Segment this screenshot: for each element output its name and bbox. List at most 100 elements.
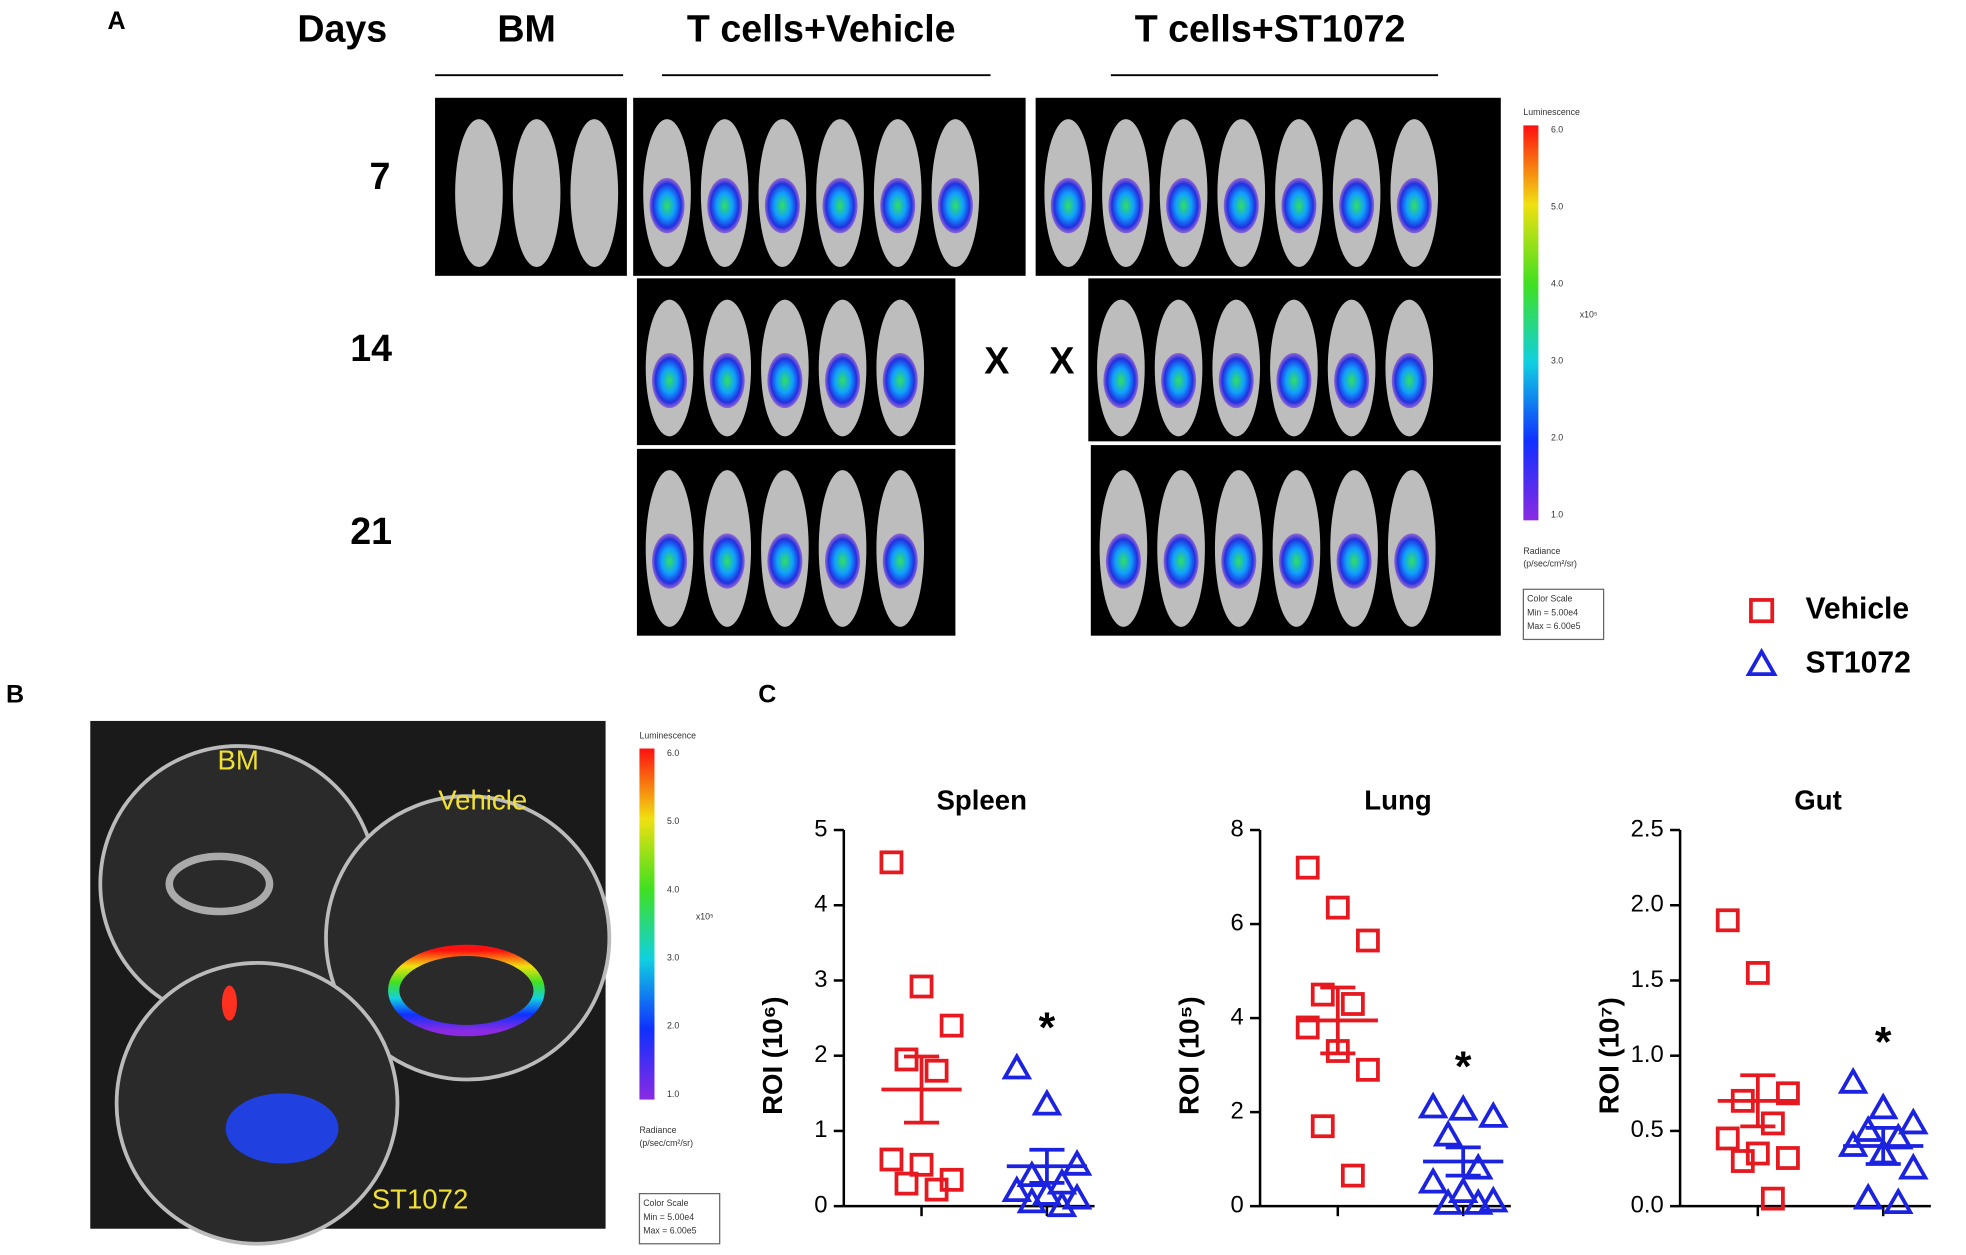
group-label: T cells+Vehicle (687, 7, 956, 49)
marker-triangle (1447, 1093, 1479, 1121)
signal (707, 178, 743, 234)
colorbar-box-line: Max = 6.00e5 (1527, 621, 1580, 631)
marker-triangle (1867, 1092, 1899, 1120)
marker-square (1295, 1015, 1320, 1040)
marker-square (1355, 1057, 1380, 1082)
group-label: BM (497, 7, 556, 49)
marker-triangle (1001, 1052, 1033, 1080)
marker-triangle (1462, 1152, 1494, 1180)
y-tick-label: 0.5 (1631, 1116, 1664, 1143)
y-tick-label: 0 (1231, 1191, 1244, 1218)
signal (880, 178, 916, 234)
signal (1166, 178, 1202, 234)
signal (1334, 352, 1370, 409)
signal (1163, 533, 1199, 589)
colorbar-box (638, 1192, 721, 1245)
marker-square (1760, 1111, 1785, 1136)
legend-label: ST1072 (1805, 646, 1910, 679)
marker-square (1340, 992, 1365, 1016)
signal (825, 352, 861, 409)
signal (1281, 178, 1317, 234)
marker-square (1310, 1114, 1335, 1139)
y-tick-label: 4 (814, 891, 827, 918)
organ (221, 985, 237, 1021)
imaging-panel (435, 97, 1501, 636)
y-tick-label: 6 (1231, 909, 1244, 936)
colorbar-tick: 2.0 (667, 1021, 679, 1031)
marker-triangle (1745, 647, 1778, 676)
organ (225, 1093, 339, 1164)
colorbar-box-line: Min = 5.00e4 (643, 1212, 694, 1222)
row-header: Days (297, 7, 387, 49)
signal (825, 533, 861, 589)
colorbar-box-line: Color Scale (1527, 594, 1572, 604)
signal (1336, 533, 1372, 589)
marker-square (939, 1013, 964, 1038)
error-bar (1445, 1145, 1481, 1178)
marker-triangle (1898, 1152, 1929, 1180)
panel-label: A (108, 7, 126, 35)
day-label: 7 (369, 155, 390, 197)
y-tick-label: 1.0 (1631, 1041, 1664, 1068)
colorbar-tick: 3.0 (1551, 356, 1563, 366)
marker-square (909, 974, 934, 999)
y-tick-label: 2.0 (1631, 891, 1664, 918)
marker-triangle (1001, 1175, 1033, 1203)
error-bar (1865, 1126, 1901, 1166)
marker-triangle (1477, 1100, 1509, 1128)
colorbar-unit: Radiance (1523, 546, 1560, 556)
marker-triangle (1882, 1187, 1914, 1215)
marker-triangle (1462, 1187, 1494, 1215)
colorbar-tick: 1.0 (1551, 510, 1563, 520)
colorbar-box-line: Min = 5.00e4 (1527, 607, 1578, 617)
signal (767, 352, 803, 409)
signal (1050, 178, 1086, 234)
colorbar-tick: 6.0 (667, 748, 679, 758)
colorbar-tick: 4.0 (667, 884, 679, 894)
marker-square (1745, 961, 1770, 985)
signal (822, 178, 858, 234)
marker-triangle (1061, 1148, 1093, 1176)
signal (1391, 352, 1427, 409)
colorbar-tick: 5.0 (667, 816, 679, 826)
marker-square (1749, 598, 1775, 624)
signal (651, 352, 688, 409)
y-axis-title: ROI (10⁷) (1593, 997, 1624, 1114)
signal (649, 178, 685, 234)
marker-square (1760, 1186, 1785, 1211)
signal (1221, 533, 1257, 589)
marker-square (1310, 982, 1335, 1007)
colorbar-multiplier: x10⁵ (1580, 309, 1598, 319)
marker-triangle (1432, 1187, 1464, 1215)
colorbar (639, 748, 655, 1100)
dish-label: Vehicle (438, 785, 527, 816)
error-bar (1320, 985, 1356, 1056)
signal (1276, 352, 1312, 409)
marker-triangle (1031, 1088, 1063, 1116)
signal (1339, 178, 1375, 234)
marker-triangle (1061, 1182, 1093, 1210)
marker-square (1355, 928, 1380, 953)
marker-triangle (1898, 1107, 1929, 1135)
colorbar (1523, 125, 1539, 521)
colorbar-box (1522, 588, 1605, 641)
signal (651, 533, 688, 589)
significance: * (1875, 1018, 1892, 1066)
colorbar-tick: 6.0 (1551, 125, 1563, 135)
marker-square (1340, 1163, 1365, 1188)
signal (1396, 178, 1432, 234)
colorbar-box-line: Max = 6.00e5 (643, 1226, 696, 1236)
marker-square (1776, 1146, 1800, 1170)
colorbar-title: Luminescence (639, 730, 696, 740)
signal (1278, 533, 1314, 589)
signal (764, 178, 800, 234)
mouse (512, 119, 561, 268)
y-tick-label: 5 (814, 815, 827, 842)
marker-square (924, 1058, 949, 1083)
dish-label: ST1072 (372, 1183, 469, 1214)
group-label: T cells+ST1072 (1135, 7, 1406, 49)
signal (709, 352, 745, 409)
marker-square (924, 1177, 949, 1202)
dish-label: BM (218, 745, 259, 776)
